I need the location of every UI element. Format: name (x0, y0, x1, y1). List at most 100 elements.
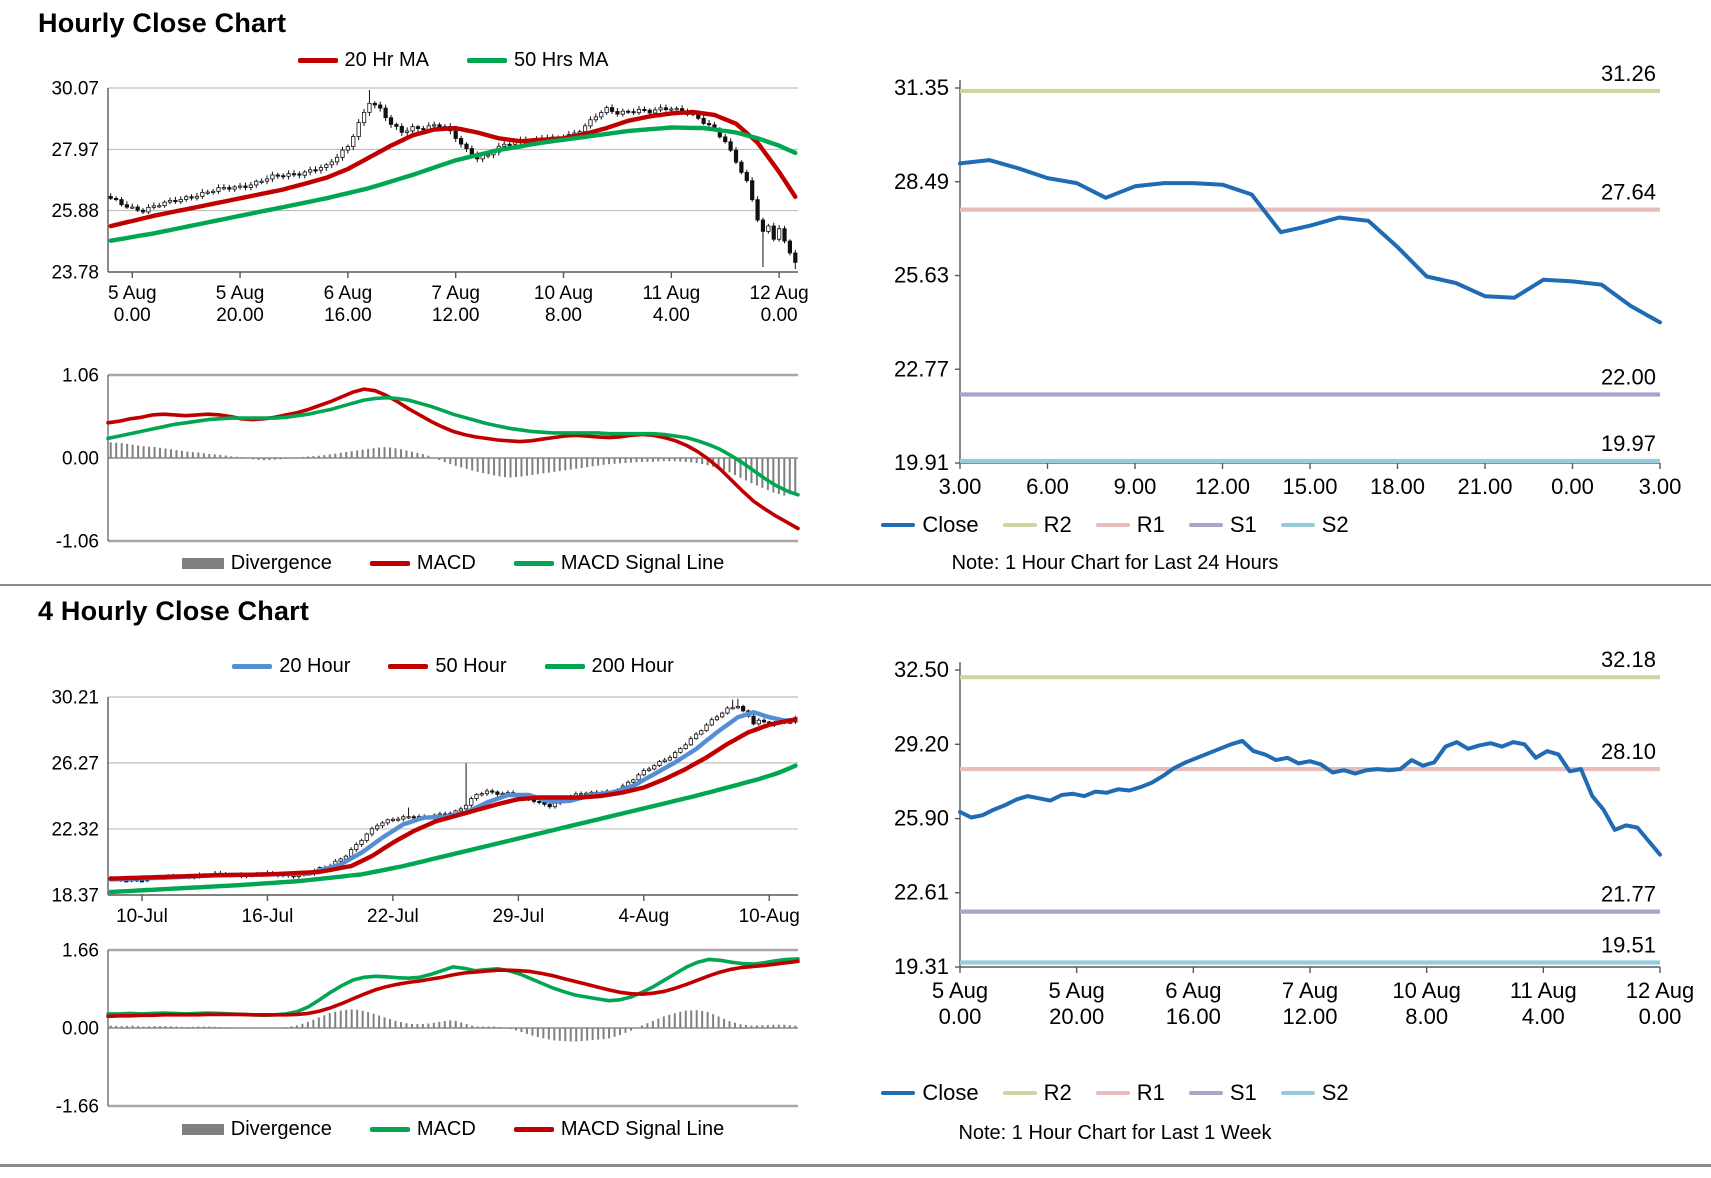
y-tick-label: 27.97 (51, 140, 99, 161)
legend-item: MACD (369, 1118, 476, 1141)
fourh-macd-legend: Divergence MACD MACD Signal Line (108, 1118, 798, 1141)
macd-signal-legend-line-icon (513, 1127, 554, 1132)
legend-label: R2 (1043, 512, 1072, 537)
y-tick-label: 25.88 (51, 201, 99, 222)
x-tick-label: 18.00 (1370, 474, 1425, 499)
x-tick-label: 9.00 (1114, 474, 1157, 499)
x-tick-label: 12 Aug (750, 283, 809, 304)
y-tick-label: 19.31 (894, 954, 949, 979)
x-tick-label: 12 Aug (1626, 978, 1695, 1003)
x-tick-label: 16.00 (1166, 1004, 1221, 1029)
bottom-divider (0, 1164, 1711, 1167)
x-tick-label: 0.00 (1551, 474, 1594, 499)
x-tick-label: 0.00 (1639, 1004, 1682, 1029)
legend-item: MACD (369, 552, 476, 575)
legend-item: S2 (1280, 512, 1349, 538)
legend-label: MACD (416, 1118, 476, 1140)
candles (108, 90, 798, 270)
r1-legend-line-icon (1095, 523, 1130, 527)
legend-label: MACD (416, 552, 476, 574)
x-tick-label: 10-Aug (739, 906, 800, 927)
legend-label: Divergence (230, 552, 332, 574)
y-tick-label: 23.78 (51, 263, 99, 284)
legend-label: R1 (1136, 512, 1165, 537)
level-label-r1: 27.64 (1601, 180, 1656, 205)
x-tick-label: 10 Aug (1392, 978, 1461, 1003)
y-tick-label: 28.49 (894, 169, 949, 194)
pivot-week-legend: Close R2 R1 S1 S2 (880, 1080, 1350, 1106)
level-label-s1: 22.00 (1601, 364, 1656, 389)
macd-legend-line-icon (369, 1127, 410, 1132)
legend-label: MACD Signal Line (560, 1118, 725, 1140)
x-tick-label: 12.00 (1282, 1004, 1337, 1029)
y-tick-label: 29.20 (894, 731, 949, 756)
y-tick-label: 1.06 (62, 366, 99, 387)
level-label-r2: 32.18 (1601, 647, 1656, 672)
x-tick-label: 8.00 (545, 305, 582, 326)
close-line (958, 738, 1662, 857)
r2-legend-line-icon (1002, 1091, 1037, 1095)
y-tick-label: 32.50 (894, 657, 949, 682)
four-hourly-close-chart-title: 4 Hourly Close Chart (38, 596, 310, 626)
x-tick-label: 16-Jul (242, 906, 294, 927)
legend-item: MACD Signal Line (513, 1118, 725, 1141)
x-tick-label: 5 Aug (1049, 978, 1105, 1003)
fourh-macd-chart: 1.66 0.00 -1.66 (56, 941, 800, 1118)
legend-label: S1 (1229, 512, 1257, 537)
pivot-24h-note: Note: 1 Hour Chart for Last 24 Hours (951, 552, 1279, 574)
macd-line (106, 387, 800, 531)
legend-label: S1 (1229, 1080, 1257, 1105)
legend-item: Divergence (181, 552, 332, 575)
legend-item: R2 (1002, 1080, 1072, 1106)
hourly-close-chart-title: Hourly Close Chart (38, 8, 287, 38)
y-tick-label: -1.66 (56, 1097, 99, 1118)
x-tick-label: 12.00 (1195, 474, 1250, 499)
y-tick-label: 18.37 (51, 886, 99, 907)
legend-item: Close (881, 1080, 979, 1106)
y-tick-label: 25.90 (894, 806, 949, 831)
x-tick-label: 0.00 (939, 1004, 982, 1029)
x-tick-label: 5 Aug (932, 978, 988, 1003)
legend-item: S2 (1280, 1080, 1349, 1106)
ma-line-50-hrs-ma (108, 125, 798, 243)
divergence-legend-swatch-icon (181, 558, 224, 569)
macd-legend-line-icon (369, 561, 410, 566)
x-tick-label: 3.00 (1639, 474, 1682, 499)
divergence-bars (109, 1009, 797, 1042)
macd-line (106, 957, 800, 1018)
section-divider (0, 584, 1711, 586)
x-tick-label: 29-Jul (492, 906, 544, 927)
x-tick-label: 4.00 (1522, 1004, 1565, 1029)
close-legend-line-icon (881, 523, 916, 527)
s2-legend-line-icon (1280, 1091, 1315, 1095)
close-legend-line-icon (881, 1091, 916, 1095)
macd-signal-legend-line-icon (513, 561, 554, 566)
divergence-bars (109, 442, 797, 496)
x-tick-label: 8.00 (1405, 1004, 1448, 1029)
close-line (958, 158, 1662, 325)
x-tick-label: 0.00 (114, 305, 151, 326)
legend-item: R1 (1095, 512, 1165, 538)
s1-legend-line-icon (1188, 1091, 1223, 1095)
legend-item: S1 (1188, 512, 1257, 538)
y-tick-label: 26.27 (51, 753, 99, 774)
macd-signal-line (106, 395, 800, 497)
y-tick-label: 0.00 (62, 449, 99, 470)
y-tick-label: 30.07 (51, 79, 99, 100)
x-tick-label: 6.00 (1026, 474, 1069, 499)
x-tick-label: 7 Aug (1282, 978, 1338, 1003)
legend-item: S1 (1188, 1080, 1257, 1106)
ma-line-200-hour (108, 763, 798, 895)
x-tick-label: 4-Aug (618, 906, 669, 927)
y-tick-label: 22.32 (51, 819, 99, 840)
y-tick-label: -1.06 (56, 532, 99, 553)
legend-label: S2 (1321, 1080, 1349, 1105)
s2-legend-line-icon (1280, 523, 1315, 527)
x-tick-label: 6 Aug (1165, 978, 1221, 1003)
x-tick-label: 22-Jul (367, 906, 419, 927)
legend-label: Close (922, 1080, 979, 1105)
legend-item: MACD Signal Line (513, 552, 724, 575)
y-tick-label: 25.63 (894, 263, 949, 288)
